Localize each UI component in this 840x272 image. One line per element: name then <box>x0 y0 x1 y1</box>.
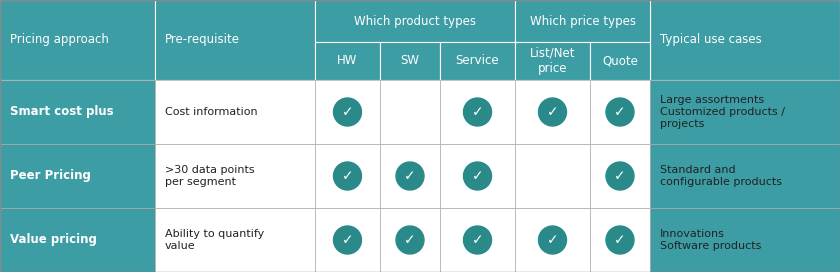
Bar <box>0 80 155 144</box>
Circle shape <box>606 98 634 126</box>
Bar <box>440 42 515 80</box>
Text: Peer Pricing: Peer Pricing <box>10 169 91 183</box>
Bar <box>380 208 440 272</box>
Text: SW: SW <box>401 54 419 67</box>
Bar <box>155 80 315 144</box>
Bar <box>515 42 590 80</box>
Bar <box>0 0 155 80</box>
Bar <box>515 0 650 42</box>
Text: ✓: ✓ <box>614 233 626 247</box>
Text: Pricing approach: Pricing approach <box>10 33 109 47</box>
Text: List/Net
price: List/Net price <box>530 47 575 75</box>
Text: Value pricing: Value pricing <box>10 233 97 246</box>
Text: Standard and
configurable products: Standard and configurable products <box>660 165 782 187</box>
Circle shape <box>333 98 361 126</box>
Bar <box>590 208 650 272</box>
Text: ✓: ✓ <box>404 169 416 183</box>
Text: Large assortments
Customized products /
projects: Large assortments Customized products / … <box>660 95 785 129</box>
Text: Service: Service <box>455 54 499 67</box>
Bar <box>315 144 380 208</box>
Text: >30 data points
per segment: >30 data points per segment <box>165 165 255 187</box>
Text: ✓: ✓ <box>342 169 354 183</box>
Bar <box>515 208 590 272</box>
Circle shape <box>606 226 634 254</box>
Text: ✓: ✓ <box>472 169 483 183</box>
Bar <box>155 144 315 208</box>
Bar <box>440 144 515 208</box>
Text: Cost information: Cost information <box>165 107 258 117</box>
Bar <box>315 0 515 42</box>
Text: Which price types: Which price types <box>529 14 636 27</box>
Circle shape <box>464 226 491 254</box>
Circle shape <box>333 226 361 254</box>
Text: ✓: ✓ <box>404 233 416 247</box>
Circle shape <box>396 162 424 190</box>
Bar <box>440 208 515 272</box>
Bar <box>440 80 515 144</box>
Circle shape <box>538 98 566 126</box>
Bar <box>380 80 440 144</box>
Circle shape <box>606 162 634 190</box>
Text: ✓: ✓ <box>472 105 483 119</box>
Bar <box>590 42 650 80</box>
Text: Quote: Quote <box>602 54 638 67</box>
Bar <box>650 80 840 144</box>
Text: ✓: ✓ <box>547 105 559 119</box>
Bar <box>0 208 155 272</box>
Bar <box>315 80 380 144</box>
Bar <box>380 42 440 80</box>
Bar <box>515 144 590 208</box>
Bar <box>650 144 840 208</box>
Text: Typical use cases: Typical use cases <box>660 33 762 47</box>
Bar <box>515 80 590 144</box>
Bar <box>380 144 440 208</box>
Text: ✓: ✓ <box>342 105 354 119</box>
Bar <box>315 42 380 80</box>
Bar <box>155 208 315 272</box>
Bar <box>315 208 380 272</box>
Circle shape <box>464 98 491 126</box>
Text: ✓: ✓ <box>614 105 626 119</box>
Text: Innovations
Software products: Innovations Software products <box>660 229 761 251</box>
Text: Which product types: Which product types <box>354 14 476 27</box>
Text: Smart cost plus: Smart cost plus <box>10 106 113 119</box>
Text: Ability to quantify
value: Ability to quantify value <box>165 229 265 251</box>
Bar <box>155 0 315 80</box>
Text: ✓: ✓ <box>614 169 626 183</box>
Bar <box>590 144 650 208</box>
Text: ✓: ✓ <box>547 233 559 247</box>
Bar <box>650 208 840 272</box>
Bar <box>0 144 155 208</box>
Text: ✓: ✓ <box>342 233 354 247</box>
Text: HW: HW <box>338 54 358 67</box>
Text: ✓: ✓ <box>472 233 483 247</box>
Circle shape <box>333 162 361 190</box>
Circle shape <box>464 162 491 190</box>
Text: Pre-requisite: Pre-requisite <box>165 33 240 47</box>
Circle shape <box>396 226 424 254</box>
Bar <box>650 0 840 80</box>
Bar <box>590 80 650 144</box>
Circle shape <box>538 226 566 254</box>
